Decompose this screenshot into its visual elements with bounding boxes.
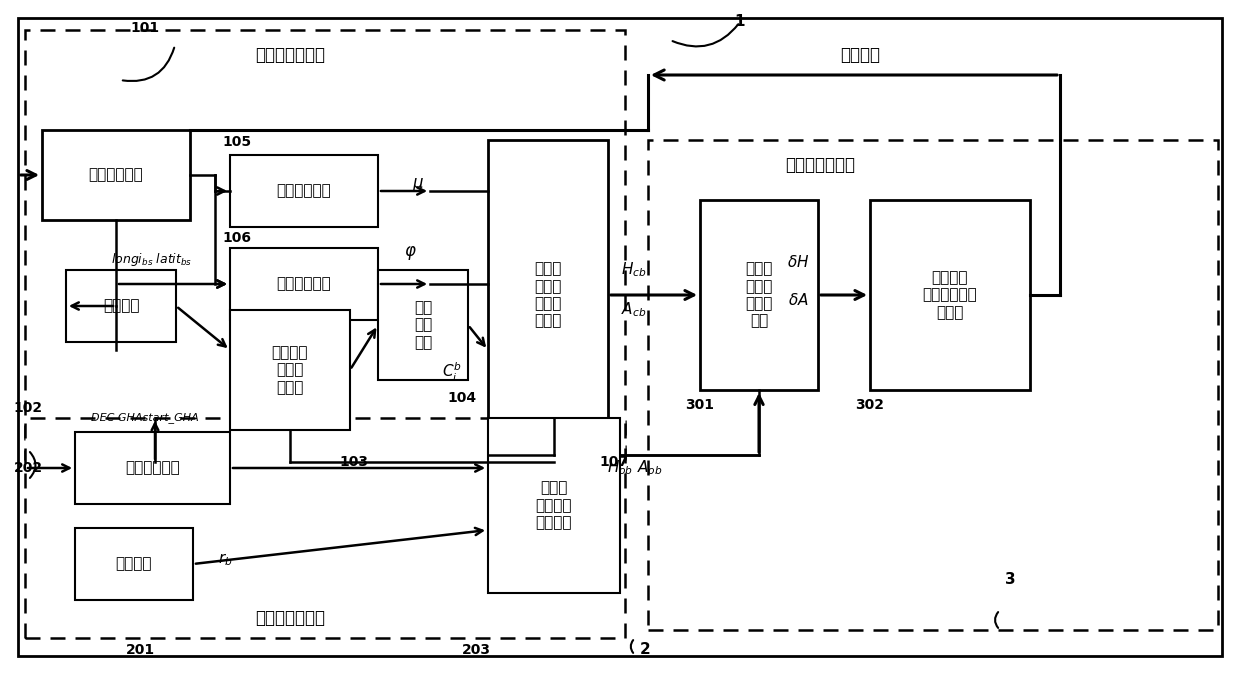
Bar (230, 155, 378, 227)
Text: 经度纬度: 经度纬度 (103, 299, 139, 313)
Bar (488, 140, 608, 450)
Text: 104: 104 (447, 391, 477, 405)
Text: 105: 105 (223, 135, 252, 149)
Text: 301: 301 (685, 398, 715, 412)
Text: 高度方
位失准
角计算
单元: 高度方 位失准 角计算 单元 (746, 262, 773, 329)
Bar (700, 200, 818, 390)
Text: $H_{cb}$: $H_{cb}$ (621, 261, 647, 279)
Text: 302: 302 (855, 398, 885, 412)
Text: $\varphi$: $\varphi$ (404, 244, 416, 262)
Text: 信息融合子系统: 信息融合子系统 (786, 156, 855, 174)
Text: 106: 106 (223, 231, 252, 245)
Text: 稀疏网格
求容积卡尔曼
滤波器: 稀疏网格 求容积卡尔曼 滤波器 (923, 270, 978, 320)
Bar (488, 418, 620, 593)
Text: $\delta H$: $\delta H$ (787, 254, 809, 270)
Bar (76, 432, 230, 504)
Text: 107: 107 (600, 455, 628, 469)
Text: DEC GHAstart_GHA: DEC GHAstart_GHA (92, 412, 199, 423)
Bar (66, 270, 176, 342)
Text: 101: 101 (130, 21, 160, 35)
Text: 弹载捷联惯导: 弹载捷联惯导 (89, 168, 144, 183)
Text: 102: 102 (14, 401, 42, 415)
Text: 地理系下
高度角
方位角: 地理系下 高度角 方位角 (271, 345, 309, 395)
Text: 203: 203 (461, 643, 491, 657)
Text: $H_{ob}$ $A_{ob}$: $H_{ob}$ $A_{ob}$ (607, 458, 663, 477)
Bar (25, 30, 624, 460)
Bar (648, 140, 1218, 630)
Text: 星敏感器: 星敏感器 (115, 557, 152, 572)
Bar (378, 270, 468, 380)
Bar (42, 130, 190, 220)
Text: 201: 201 (125, 643, 155, 657)
Text: 202: 202 (14, 461, 42, 475)
Text: 姿态
转换
矩阵: 姿态 转换 矩阵 (414, 300, 432, 350)
Text: 解算弹
体系下
高度角
方位角: 解算弹 体系下 高度角 方位角 (534, 262, 561, 329)
Text: 导航输出: 导航输出 (840, 46, 880, 64)
Text: 导航星历计算: 导航星历计算 (125, 460, 180, 475)
Text: 3: 3 (1005, 572, 1015, 588)
Text: 安装误差估计: 安装误差估计 (276, 183, 331, 199)
Text: 2: 2 (639, 642, 650, 658)
Text: $r_b$: $r_b$ (218, 551, 232, 568)
Bar (25, 418, 624, 638)
Text: 捷联惯导子系统: 捷联惯导子系统 (255, 46, 325, 64)
Text: 天文导航子系统: 天文导航子系统 (255, 609, 325, 627)
Text: $C^b_i$: $C^b_i$ (442, 361, 462, 384)
Bar (230, 310, 349, 430)
Text: $longi_{bs}$ $latit_{bs}$: $longi_{bs}$ $latit_{bs}$ (112, 251, 192, 268)
Text: $\mu$: $\mu$ (413, 176, 424, 194)
Text: 103: 103 (339, 455, 368, 469)
Bar (230, 248, 378, 320)
Text: 挠曲变形估计: 挠曲变形估计 (276, 276, 331, 291)
Bar (870, 200, 1030, 390)
Text: 导航星
实测高度
角方位角: 导航星 实测高度 角方位角 (535, 481, 572, 530)
Text: $\delta A$: $\delta A$ (788, 292, 808, 308)
Text: $A_{cb}$: $A_{cb}$ (621, 301, 647, 319)
Text: 1: 1 (735, 15, 745, 30)
Bar (76, 528, 193, 600)
